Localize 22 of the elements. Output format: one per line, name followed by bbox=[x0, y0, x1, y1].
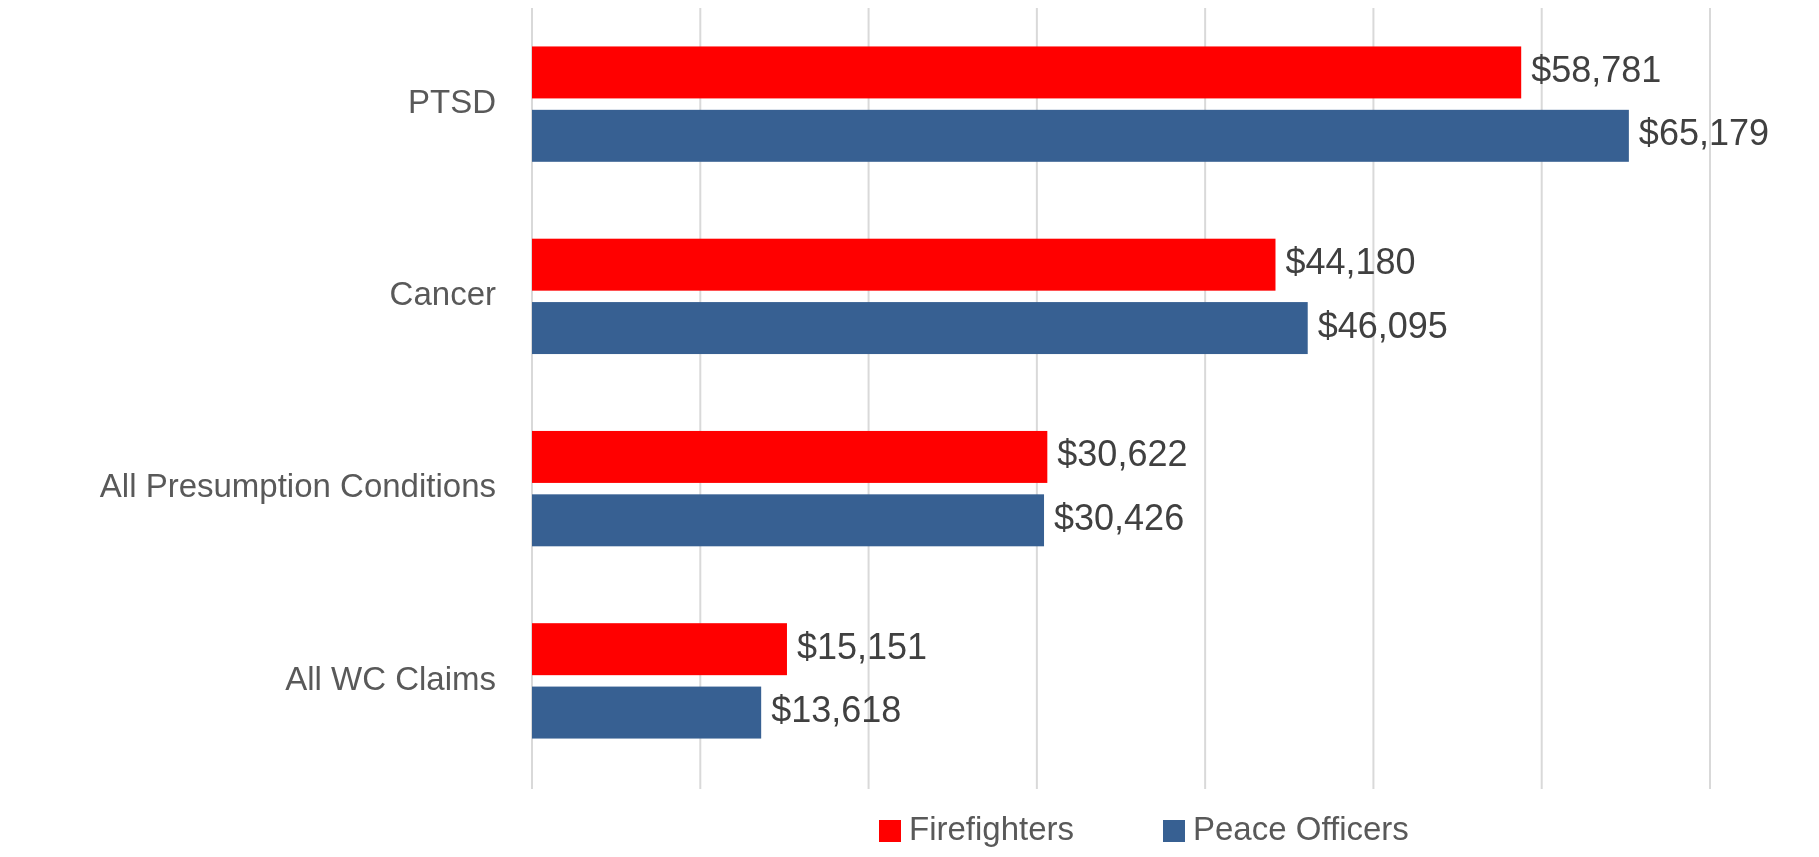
legend-label: Firefighters bbox=[909, 809, 1075, 847]
bar bbox=[532, 623, 787, 676]
bar bbox=[532, 686, 762, 739]
y-tick-label: PTSD bbox=[407, 82, 496, 120]
bar bbox=[532, 109, 1629, 162]
y-tick-label: All Presumption Conditions bbox=[99, 467, 496, 505]
bar bbox=[532, 430, 1048, 483]
y-tick-label: Cancer bbox=[389, 275, 496, 313]
y-tick-label: All WC Claims bbox=[285, 659, 496, 697]
data-label: $44,180 bbox=[1285, 241, 1416, 283]
bar bbox=[532, 494, 1045, 547]
bar bbox=[532, 46, 1522, 99]
data-label: $46,095 bbox=[1317, 304, 1448, 346]
data-label: $13,618 bbox=[771, 689, 902, 731]
data-label: $15,151 bbox=[796, 625, 928, 667]
data-label: $65,179 bbox=[1638, 112, 1770, 154]
bar bbox=[532, 238, 1276, 291]
data-label: $58,781 bbox=[1531, 48, 1662, 90]
bar bbox=[532, 302, 1308, 355]
legend-label: Peace Officers bbox=[1193, 809, 1409, 847]
data-label: $30,426 bbox=[1054, 496, 1185, 538]
data-label: $30,622 bbox=[1057, 433, 1188, 475]
